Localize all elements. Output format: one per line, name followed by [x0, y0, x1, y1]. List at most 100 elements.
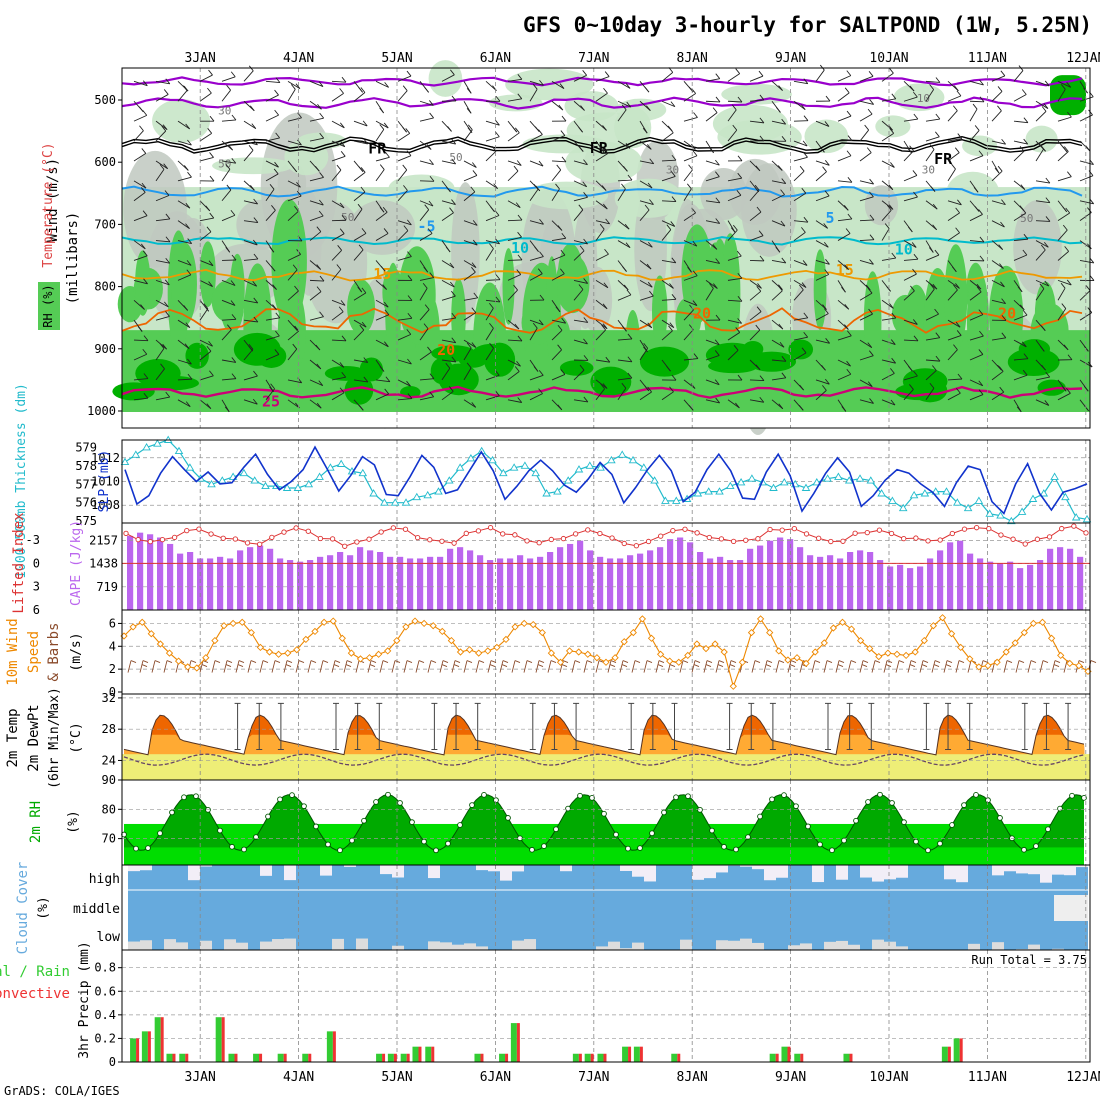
cape-bar — [357, 547, 363, 610]
wind-tick-label: 4 — [109, 639, 116, 653]
cape-bar — [597, 557, 603, 610]
rh-point — [182, 795, 187, 800]
cape-bar — [487, 560, 493, 610]
rh-point — [674, 795, 679, 800]
cape-bar — [587, 550, 593, 610]
rh-point — [302, 804, 307, 809]
cloud-high-gap — [260, 865, 272, 876]
rh-point — [662, 810, 667, 815]
li-point — [707, 535, 711, 539]
li-point — [683, 527, 687, 531]
rh-point — [506, 815, 511, 820]
rh-point — [770, 797, 775, 802]
date-label-top: 6JAN — [480, 51, 511, 66]
cape-bar — [617, 558, 623, 610]
cape-bar — [367, 550, 373, 610]
rh-tick-label: 80 — [102, 802, 116, 816]
li-point — [160, 537, 164, 541]
cape-tick-label: 1438 — [89, 557, 118, 571]
cape-bar — [527, 558, 533, 610]
cape-bar — [567, 544, 573, 610]
precip-total-bar — [942, 1047, 948, 1062]
precip-convective-bar — [776, 1054, 779, 1062]
precip-total-bar — [166, 1054, 172, 1062]
cape-bar — [377, 552, 383, 610]
rh-fill-saturated — [360, 358, 383, 382]
precip-total-bar — [781, 1047, 787, 1062]
wind-barb — [838, 141, 852, 142]
rh-point — [218, 828, 223, 833]
rh-point — [398, 801, 403, 806]
rh-point — [638, 846, 643, 851]
precip-convective-bar — [148, 1031, 151, 1062]
cape-bar — [547, 552, 553, 610]
li-point — [185, 528, 189, 532]
cloud-axis-label: Cloud Cover — [15, 862, 31, 955]
rh-fill-moist-column — [135, 250, 150, 315]
precip-total-bar — [401, 1054, 407, 1062]
temp-axis-units: (°C) — [69, 722, 84, 753]
precip-total-bar — [302, 1054, 308, 1062]
li-point — [355, 540, 359, 544]
rh-point — [158, 831, 163, 836]
rh-point — [794, 804, 799, 809]
cloud-high-gap — [1004, 865, 1016, 871]
li-point — [1059, 526, 1063, 530]
rh-point — [542, 844, 547, 849]
cape-bar — [577, 541, 583, 610]
rh-point — [938, 841, 943, 846]
cape-bar — [497, 558, 503, 610]
precip-convective-bar — [603, 1054, 606, 1062]
precip-convective-bar — [172, 1054, 175, 1062]
cape-bar — [737, 560, 743, 610]
cloud-low-gap — [632, 943, 644, 950]
rh-axis-label: RH (%) — [41, 284, 55, 327]
li-point — [428, 538, 432, 542]
cloud-high-gap — [716, 865, 728, 872]
li-point — [658, 534, 662, 538]
rh-point — [386, 792, 391, 797]
cloud-low-gap — [848, 945, 860, 950]
cloud-high-gap — [812, 865, 824, 882]
precip-tick-label: 0.4 — [94, 1008, 116, 1022]
cape-bar — [277, 558, 283, 610]
wind-tick-label: 2 — [109, 662, 116, 676]
precip-convective-bar — [284, 1054, 287, 1062]
cloud-low-gap — [728, 941, 740, 950]
cape-bar — [137, 533, 143, 610]
precip-convective-bar — [394, 1054, 397, 1062]
cape-bar — [767, 541, 773, 610]
rh-point — [854, 818, 859, 823]
rh-point — [1046, 827, 1051, 832]
cape-bar — [427, 557, 433, 610]
precip-tick-label: 0 — [109, 1055, 116, 1069]
cloud-axis-units: (%) — [36, 896, 51, 919]
date-label-bottom: 7JAN — [578, 1070, 609, 1085]
cape-bar — [907, 568, 913, 610]
date-label-top: 12JAN — [1066, 51, 1100, 66]
pressure-tick-label: 600 — [94, 155, 116, 169]
li-point — [804, 532, 808, 536]
cloud-low-gap — [824, 942, 836, 950]
precip-total-bar — [376, 1054, 382, 1062]
rh-fill-saturated — [560, 360, 594, 376]
rh-point — [554, 827, 559, 832]
li-point — [452, 541, 456, 545]
wind-axis-label-3: & Barbs — [46, 622, 62, 681]
rh-point — [410, 820, 415, 825]
precip-total-bar — [216, 1017, 222, 1062]
rh-fill-moist-column — [503, 248, 515, 325]
precip-tick-label: 0.6 — [94, 984, 116, 998]
cloud-low-gap — [608, 942, 620, 950]
chart-title: GFS 0~10day 3-hourly for SALTPOND (1W, 5… — [523, 13, 1092, 37]
cape-bar — [397, 557, 403, 610]
rh-point — [314, 824, 319, 829]
precip-tick-label: 0.8 — [94, 961, 116, 975]
cloud-high-gap — [1016, 865, 1028, 873]
precip-total-bar — [388, 1054, 394, 1062]
precip-tick-label: 0.2 — [94, 1031, 116, 1045]
cape-bar — [937, 550, 943, 610]
cloud-low-gap — [260, 942, 272, 950]
precip-total-bar — [597, 1054, 603, 1062]
